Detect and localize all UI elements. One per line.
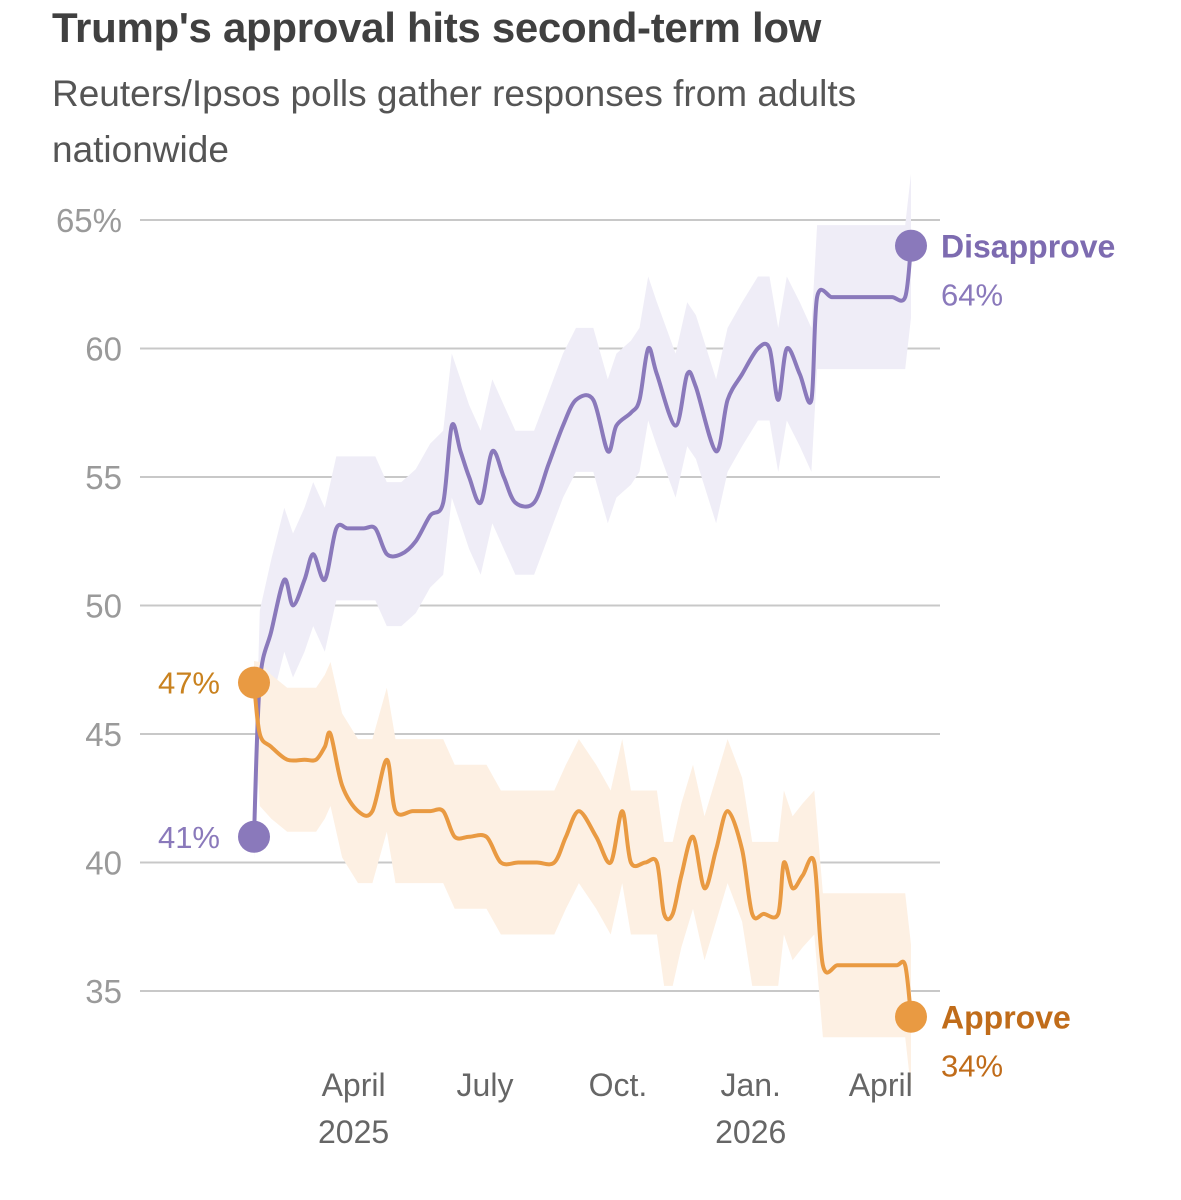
disapprove-band bbox=[254, 173, 911, 859]
disapprove-end-marker bbox=[895, 229, 927, 262]
y-tick-label: 60 bbox=[85, 331, 122, 368]
chart-title: Trump's approval hits second-term low bbox=[52, 4, 822, 51]
disapprove-start-label: 41% bbox=[158, 820, 220, 855]
y-tick-label: 40 bbox=[85, 845, 122, 882]
y-tick-label: 65% bbox=[56, 202, 122, 239]
approve-line bbox=[252, 680, 913, 1019]
approve-end-label: 34% bbox=[941, 1049, 1003, 1084]
x-tick-label: April bbox=[322, 1067, 386, 1103]
disapprove-end-label: 64% bbox=[941, 278, 1003, 313]
x-tick-year-label: 2025 bbox=[318, 1114, 389, 1150]
x-tick-label: Oct. bbox=[589, 1067, 648, 1103]
series-lines bbox=[252, 243, 913, 1019]
approve-series-name: Approve bbox=[941, 1000, 1071, 1036]
approve-end-marker bbox=[895, 1000, 927, 1033]
disapprove-start-marker bbox=[238, 820, 270, 853]
y-tick-label: 35 bbox=[85, 973, 122, 1010]
chart-subtitle: Reuters/Ipsos polls gather responses fro… bbox=[52, 73, 857, 170]
x-tick-label: Jan. bbox=[720, 1067, 780, 1103]
approve-start-marker bbox=[238, 666, 270, 699]
x-tick-year-label: 2026 bbox=[715, 1114, 786, 1150]
series-markers bbox=[238, 229, 927, 1033]
disapprove-series-name: Disapprove bbox=[941, 229, 1115, 265]
y-tick-labels: 35 40 45 50 55 60 65% bbox=[56, 202, 122, 1010]
x-tick-labels: April 2025 July Oct. Jan. 2026 April bbox=[318, 1067, 913, 1150]
confidence-bands bbox=[254, 173, 911, 1089]
x-tick-label: July bbox=[457, 1067, 514, 1103]
y-tick-label: 50 bbox=[85, 588, 122, 625]
approve-band bbox=[254, 661, 911, 1089]
y-tick-label: 55 bbox=[85, 459, 122, 496]
disapprove-line bbox=[252, 243, 913, 839]
x-tick-label: April bbox=[849, 1067, 913, 1103]
approve-start-label: 47% bbox=[158, 666, 220, 701]
series-labels: 41% Disapprove 64% 47% Approve 34% bbox=[158, 229, 1115, 1084]
y-tick-label: 45 bbox=[85, 716, 122, 753]
